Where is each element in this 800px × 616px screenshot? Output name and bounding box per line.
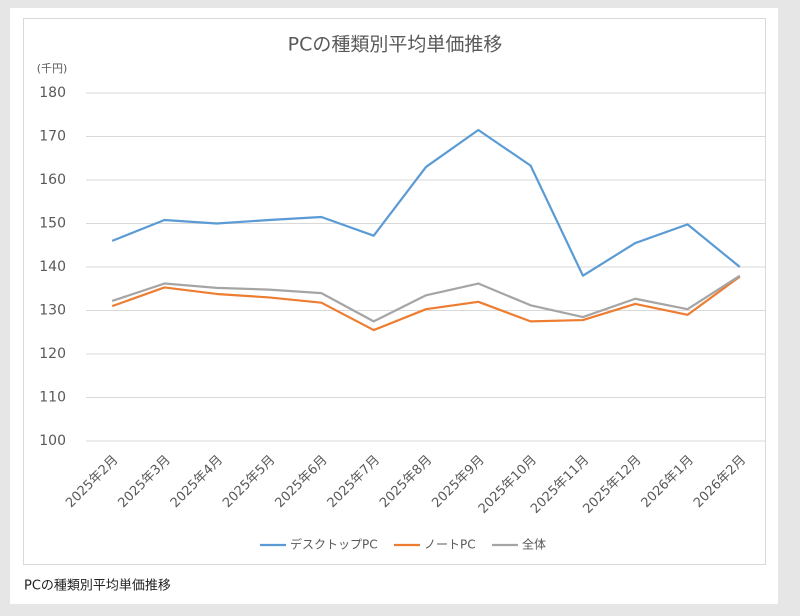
y-tick-label: 120 [39,346,66,362]
chart-title: PCの種類別平均単価推移 [288,34,503,56]
y-tick-label: 180 [39,85,66,101]
y-tick-label: 100 [39,433,66,449]
legend-label: 全体 [522,537,546,552]
y-tick-label: 160 [39,172,66,188]
caption: PCの種類別平均単価推移 [24,578,171,594]
y-unit: (千円) [37,62,68,75]
series-line [111,128,741,277]
legend-label: デスクトップPC [290,537,378,552]
y-tick-label: 170 [39,129,66,145]
series-line [111,275,741,332]
legend-label: ノートPC [424,538,476,552]
y-tick-label: 110 [39,390,66,406]
chart-frame [23,18,766,565]
y-tick-label: 150 [39,216,66,232]
y-tick-label: 130 [39,303,66,319]
series-line [111,274,741,323]
y-tick-label: 140 [39,259,66,275]
